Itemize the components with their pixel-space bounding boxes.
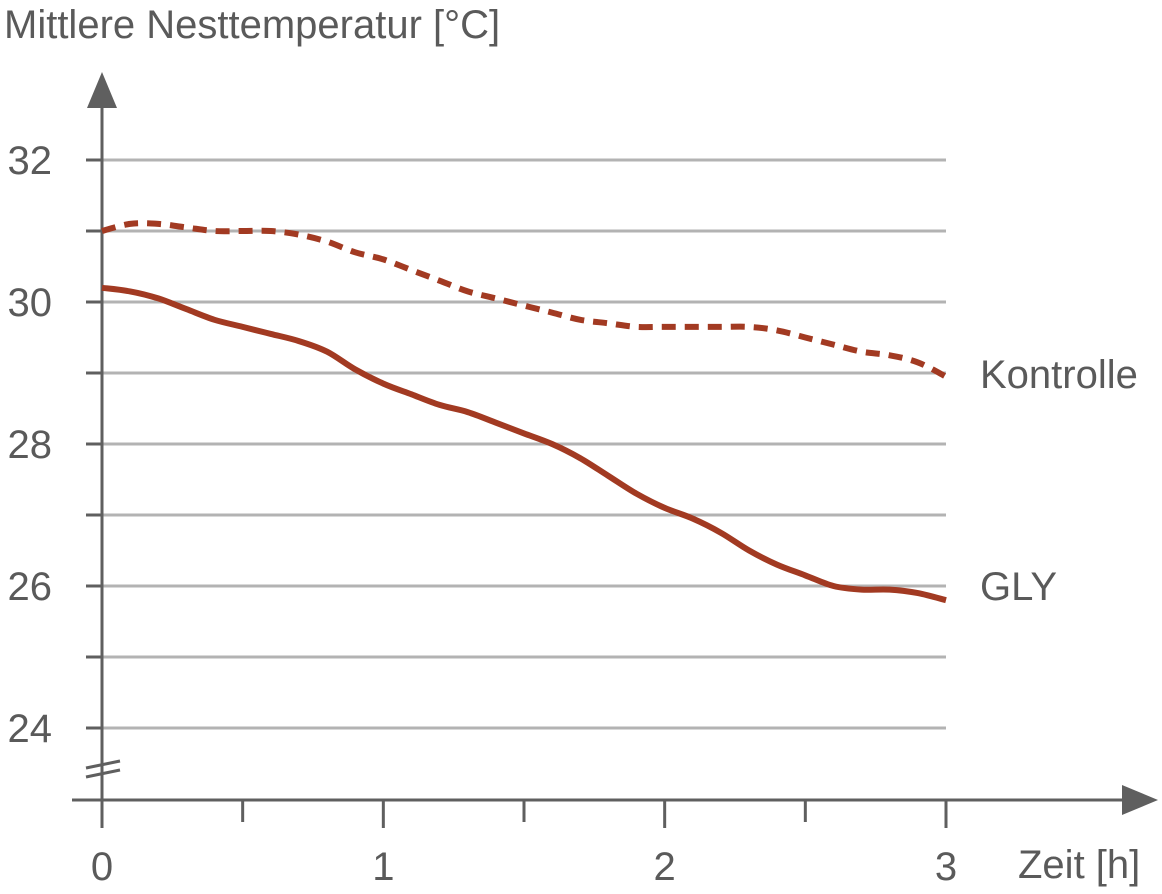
series-label-kontrolle: Kontrolle	[980, 353, 1138, 397]
y-tick-label-28: 28	[8, 423, 53, 467]
series-line-gly	[101, 284, 947, 604]
x-ticks: 0 1 2 3	[91, 800, 957, 889]
grid-lines	[102, 158, 946, 730]
y-tick-label-32: 32	[8, 139, 53, 183]
y-ticks: 24 26 28 30 32	[8, 139, 102, 751]
x-tick-label-0: 0	[91, 845, 113, 889]
y-axis-title: Mittlere Nesttemperatur [°C]	[4, 3, 500, 47]
axes	[72, 72, 1158, 828]
y-axis-arrowhead	[87, 72, 117, 108]
x-axis-title: Zeit [h]	[1018, 843, 1140, 887]
x-tick-label-3: 3	[935, 845, 957, 889]
series: Kontrolle GLY	[101, 220, 1138, 609]
y-tick-label-26: 26	[8, 565, 53, 609]
x-axis-arrowhead	[1122, 785, 1158, 815]
y-tick-label-30: 30	[8, 281, 53, 325]
series-line-kontrolle	[101, 220, 948, 380]
x-tick-label-1: 1	[372, 845, 394, 889]
x-tick-label-2: 2	[654, 845, 676, 889]
y-tick-label-24: 24	[8, 707, 53, 751]
y-axis-break	[85, 759, 121, 779]
series-label-gly: GLY	[980, 565, 1057, 609]
